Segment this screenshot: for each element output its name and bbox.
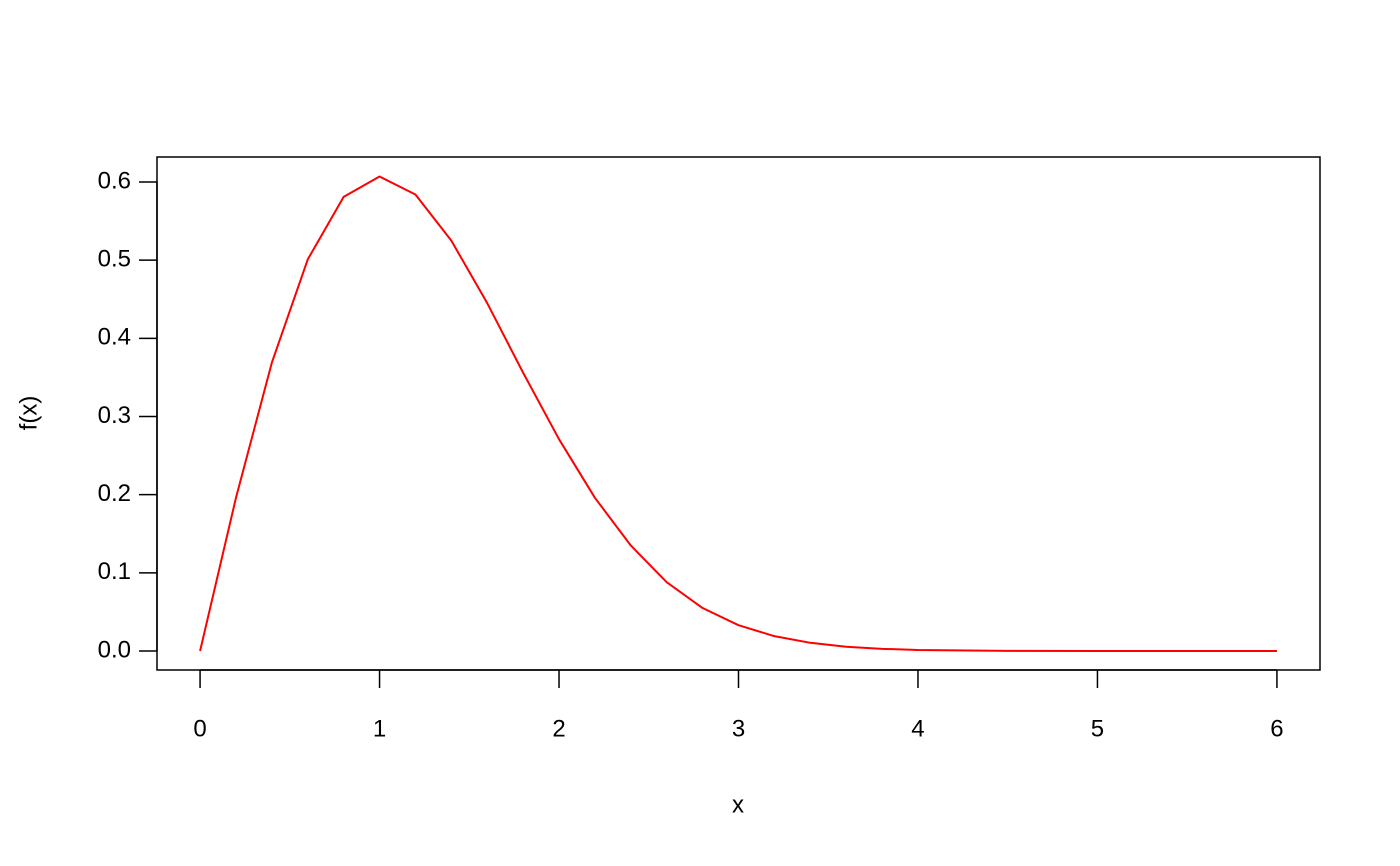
y-tick-label: 0.6: [98, 167, 131, 194]
x-tick-label: 3: [732, 715, 745, 742]
plot-frame: [156, 156, 1321, 671]
x-tick-label: 1: [373, 715, 386, 742]
data-line: [199, 175, 1277, 653]
y-tick-label: 0.3: [98, 402, 131, 429]
y-tick-label: 0.4: [98, 324, 131, 351]
y-tick-label: 0.5: [98, 246, 131, 273]
y-tick-label: 0.1: [98, 558, 131, 585]
x-axis-label: x: [732, 791, 744, 818]
x-tick-label: 2: [552, 715, 565, 742]
y-axis-label: f(x): [15, 396, 42, 431]
y-tick-label: 0.0: [98, 636, 131, 663]
x-tick-label: 5: [1091, 715, 1104, 742]
x-tick-label: 4: [911, 715, 924, 742]
x-tick-label: 0: [193, 715, 206, 742]
x-tick-label: 6: [1270, 715, 1283, 742]
y-tick-label: 0.2: [98, 480, 131, 507]
